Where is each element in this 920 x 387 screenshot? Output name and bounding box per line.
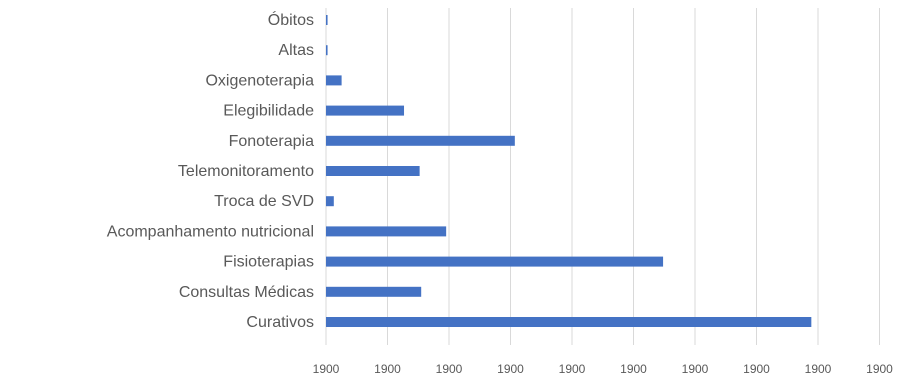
category-label: Acompanhamento nutricional: [107, 223, 314, 240]
category-label: Telemonitoramento: [178, 163, 314, 180]
category-label: Óbitos: [268, 10, 314, 29]
bar: [326, 45, 328, 56]
tick-label: 1900: [313, 362, 340, 376]
tick-label: 1900: [374, 362, 401, 376]
tick-label: 1900: [682, 362, 709, 376]
bar: [326, 75, 342, 86]
tick-label: 1900: [743, 362, 770, 376]
category-label: Fonoterapia: [229, 133, 314, 150]
bar: [326, 317, 812, 327]
bar: [326, 196, 334, 207]
category-label: Consultas Médicas: [179, 284, 314, 301]
category-label: Altas: [278, 42, 314, 59]
bar: [326, 105, 405, 116]
tick-label: 1900: [436, 362, 463, 376]
category-labels: Óbitos Altas Oxigenoterapia Elegibilidade Fo…: [107, 10, 314, 331]
category-label: Troca de SVD: [214, 193, 314, 210]
x-axis-tick-labels: 1900 1900 1900 1900 1900 1900 1900 1900 1900 1900: [313, 362, 894, 376]
bars: [326, 15, 812, 327]
tick-label: 1900: [559, 362, 586, 376]
bar: [326, 256, 664, 267]
tick-label: 1900: [866, 362, 893, 376]
bar: [326, 226, 447, 237]
bar: [326, 135, 515, 146]
category-label: Curativos: [246, 314, 314, 331]
category-label: Fisioterapias: [223, 254, 314, 271]
bar: [326, 166, 420, 176]
bar: [326, 286, 422, 297]
bar: [326, 15, 328, 25]
tick-label: 1900: [620, 362, 647, 376]
category-label: Oxigenoterapia: [205, 72, 314, 89]
tick-label: 1900: [497, 362, 524, 376]
category-label: Elegibilidade: [223, 103, 314, 120]
tick-label: 1900: [805, 362, 832, 376]
gridlines: [325, 8, 880, 345]
